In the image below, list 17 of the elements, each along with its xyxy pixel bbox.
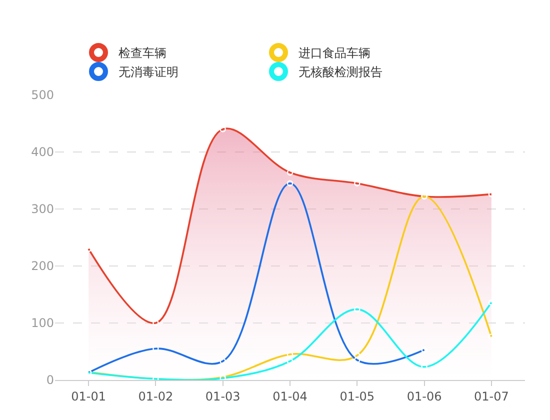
x-tick-label: 01-07 bbox=[474, 389, 509, 404]
x-tick-label: 01-05 bbox=[340, 389, 375, 404]
y-tick-label: 300 bbox=[31, 202, 54, 216]
x-tick-label: 01-02 bbox=[138, 389, 174, 404]
legend-label: 进口食品车辆 bbox=[298, 46, 370, 60]
x-tick-label: 01-03 bbox=[205, 389, 240, 404]
legend-label: 无消毒证明 bbox=[118, 65, 178, 80]
legend-label: 检查车辆 bbox=[118, 46, 166, 60]
y-tick-label: 400 bbox=[31, 145, 54, 160]
y-tick-label: 100 bbox=[31, 316, 54, 330]
x-tick-label: 01-06 bbox=[406, 389, 442, 404]
x-tick-label: 01-01 bbox=[71, 389, 106, 404]
y-tick-label: 200 bbox=[31, 259, 54, 274]
legend-label: 无核酸检测报告 bbox=[298, 65, 382, 80]
y-tick-label: 0 bbox=[46, 373, 54, 388]
y-tick-label: 500 bbox=[31, 88, 54, 102]
x-tick-label: 01-04 bbox=[272, 389, 308, 404]
